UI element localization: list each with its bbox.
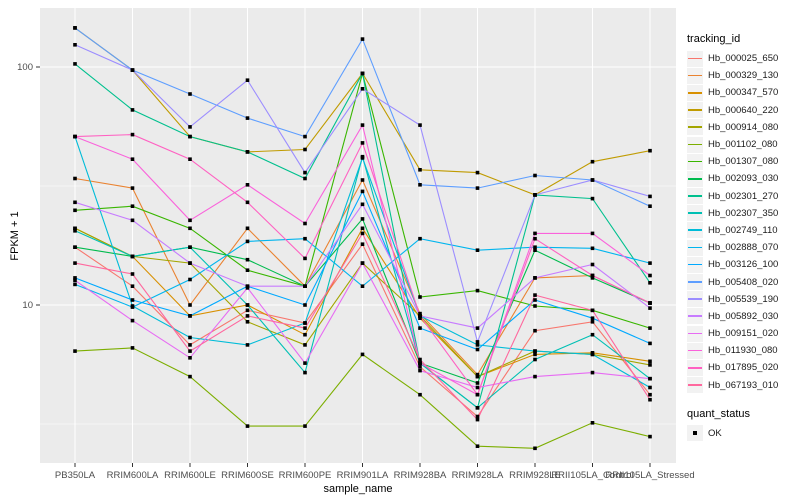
- legend-item-ok-label: OK: [708, 427, 722, 439]
- x-tick-label-RRIM600SE: RRIM600SE: [221, 470, 274, 481]
- x-tick-label-RRII105LA_Stressed: RRII105LA_Stressed: [605, 470, 694, 481]
- legend-item-Hb_000025_650: Hb_000025_650: [687, 50, 799, 67]
- black-square-marker-icon: [687, 425, 703, 442]
- legend-key-line-icon: [687, 153, 703, 170]
- legend-item-label: Hb_003126_100: [708, 259, 779, 271]
- legend-item-Hb_005539_190: Hb_005539_190: [687, 291, 799, 308]
- x-tick-label-RRIM600LA: RRIM600LA: [107, 470, 159, 481]
- legend-item-Hb_002301_270: Hb_002301_270: [687, 188, 799, 205]
- legend-title-quant-status: quant_status: [687, 407, 750, 420]
- x-tick-label-RRIM600LE: RRIM600LE: [164, 470, 216, 481]
- legend-key-line-icon: [687, 359, 703, 376]
- legend-key-line-icon: [687, 119, 703, 136]
- legend-item-Hb_000347_570: Hb_000347_570: [687, 84, 799, 101]
- legend-key-line-icon: [687, 291, 703, 308]
- legend-item-label: Hb_001307_080: [708, 156, 779, 168]
- legend-key-line-icon: [687, 67, 703, 84]
- legend-section-quant-status: quant_status OK: [687, 408, 799, 442]
- legend-item-Hb_005892_030: Hb_005892_030: [687, 308, 799, 325]
- legend-key-line-icon: [687, 239, 703, 256]
- legend-item-label: Hb_002307_350: [708, 207, 779, 219]
- legend-item-Hb_000914_080: Hb_000914_080: [687, 119, 799, 136]
- legend-key-line-icon: [687, 274, 703, 291]
- legend-item-Hb_002888_070: Hb_002888_070: [687, 239, 799, 256]
- legend-key-line-icon: [687, 222, 703, 239]
- legend-key-line-icon: [687, 188, 703, 205]
- x-tick-label-RRIM928LA: RRIM928LA: [452, 470, 504, 481]
- legend-item-ok: OK: [687, 425, 799, 442]
- legend-item-label: Hb_000640_220: [708, 104, 779, 116]
- legend-item-label: Hb_002301_270: [708, 190, 779, 202]
- legend-item-label: Hb_000329_130: [708, 70, 779, 82]
- legend-item-Hb_011930_080: Hb_011930_080: [687, 342, 799, 359]
- legend-key-line-icon: [687, 102, 703, 119]
- legend-item-Hb_001102_080: Hb_001102_080: [687, 136, 799, 153]
- legend-item-label: Hb_009151_020: [708, 328, 779, 340]
- legend-key-line-icon: [687, 342, 703, 359]
- legend-key-line-icon: [687, 377, 703, 394]
- legend-item-label: Hb_011930_080: [708, 345, 778, 357]
- legend-key-line-icon: [687, 205, 703, 222]
- legend-item-Hb_003126_100: Hb_003126_100: [687, 256, 799, 273]
- legend-item-Hb_009151_020: Hb_009151_020: [687, 325, 799, 342]
- legend-item-label: Hb_000347_570: [708, 87, 779, 99]
- x-tick-label-RRII105LA_Control: RRII105LA_Control: [551, 470, 633, 481]
- legend-title-tracking-id: tracking_id: [687, 33, 741, 45]
- legend-key-line-icon: [687, 256, 703, 273]
- legend-item-label: Hb_002749_110: [708, 224, 778, 236]
- legend-item-label: Hb_001102_080: [708, 139, 778, 151]
- legend-item-Hb_005408_020: Hb_005408_020: [687, 273, 799, 291]
- y-tick-label: 100: [17, 62, 33, 73]
- legend-item-label: Hb_005539_190: [708, 293, 779, 305]
- legend-item-label: Hb_017895_020: [708, 362, 779, 374]
- x-tick-label-RRIM901LA: RRIM901LA: [337, 470, 389, 481]
- legend: tracking_id Hb_000025_650 Hb_000329_130 Hb…: [687, 33, 799, 442]
- legend-key-line-icon: [687, 308, 703, 325]
- legend-item-Hb_002307_350: Hb_002307_350: [687, 205, 799, 222]
- legend-item-label: Hb_002093_030: [708, 173, 779, 185]
- legend-item-Hb_000329_130: Hb_000329_130: [687, 67, 799, 84]
- x-tick-label-RRIM928LE: RRIM928LE: [509, 470, 561, 481]
- y-tick-label: 10: [22, 300, 33, 311]
- legend-key-line-icon: [687, 170, 703, 187]
- legend-item-label: Hb_005892_030: [708, 310, 779, 322]
- legend-item-Hb_000640_220: Hb_000640_220: [687, 102, 799, 119]
- legend-item-label: Hb_067193_010: [708, 379, 779, 391]
- legend-item-label: Hb_005408_020: [708, 276, 779, 288]
- legend-item-Hb_001307_080: Hb_001307_080: [687, 153, 799, 170]
- legend-items-tracking-id: Hb_000025_650 Hb_000329_130 Hb_000347_570 H…: [687, 50, 799, 394]
- x-tick-label-RRIM928BA: RRIM928BA: [394, 470, 447, 481]
- x-axis-title: sample_name: [323, 483, 393, 495]
- y-axis-title: FPKM + 1: [9, 211, 21, 261]
- legend-item-label: Hb_000025_650: [708, 53, 779, 65]
- legend-item-label: Hb_000914_080: [708, 121, 779, 133]
- legend-item-Hb_002093_030: Hb_002093_030: [687, 170, 799, 187]
- legend-key-line-icon: [687, 325, 703, 342]
- legend-key-line-icon: [687, 84, 703, 101]
- legend-item-Hb_067193_010: Hb_067193_010: [687, 377, 799, 394]
- x-tick-label-RRIM600PE: RRIM600PE: [279, 470, 332, 481]
- legend-item-Hb_002749_110: Hb_002749_110: [687, 222, 799, 239]
- legend-item-Hb_017895_020: Hb_017895_020: [687, 359, 799, 376]
- legend-item-label: Hb_002888_070: [708, 242, 779, 254]
- legend-key-line-icon: [687, 50, 703, 67]
- data-points: [73, 26, 652, 451]
- legend-key-line-icon: [687, 136, 703, 153]
- x-tick-label-PB350LA: PB350LA: [55, 470, 96, 481]
